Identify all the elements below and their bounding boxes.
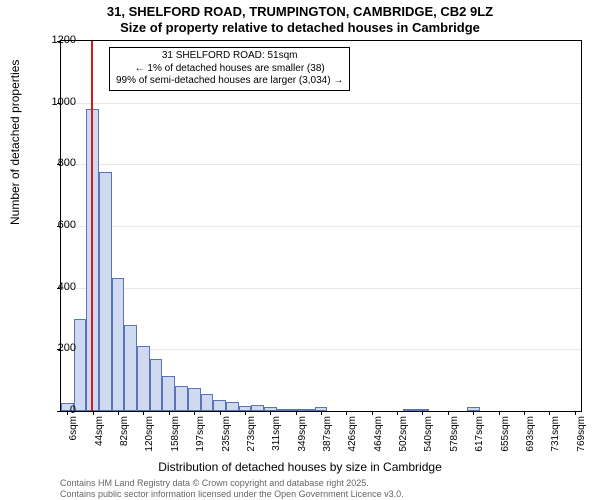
xtick-label: 617sqm [474,416,485,466]
histogram-bar [175,386,188,411]
xtick-label: 273sqm [246,416,257,466]
histogram-bar [74,319,87,412]
xtick-label: 311sqm [271,416,282,466]
xtick-label: 578sqm [449,416,460,466]
xtick-mark [422,411,423,415]
histogram-bar [137,346,150,411]
footer-line2: Contains public sector information licen… [60,489,404,499]
xtick-label: 464sqm [373,416,384,466]
xtick-label: 120sqm [144,416,155,466]
xtick-label: 502sqm [398,416,409,466]
xtick-mark [397,411,398,415]
histogram-bar [112,278,125,411]
xtick-label: 540sqm [423,416,434,466]
histogram-bar [302,409,315,411]
xtick-label: 6sqm [68,416,79,466]
gridline [61,226,581,227]
histogram-bar [162,376,175,411]
histogram-bar [226,402,239,411]
annotation-line1: 31 SHELFORD ROAD: 51sqm [116,50,343,63]
xtick-label: 387sqm [322,416,333,466]
gridline [61,288,581,289]
xtick-mark [67,411,68,415]
chart-title-main: 31, SHELFORD ROAD, TRUMPINGTON, CAMBRIDG… [0,4,600,19]
marker-line [91,41,93,411]
histogram-bar [124,325,137,411]
histogram-bar [213,400,226,411]
xtick-mark [321,411,322,415]
xtick-label: 426sqm [347,416,358,466]
chart-container: 31, SHELFORD ROAD, TRUMPINGTON, CAMBRIDG… [0,0,600,500]
xtick-mark [499,411,500,415]
xtick-label: 349sqm [297,416,308,466]
xtick-mark [93,411,94,415]
xtick-label: 82sqm [119,416,130,466]
histogram-bar [150,359,163,411]
xtick-mark [143,411,144,415]
xtick-mark [220,411,221,415]
xtick-mark [448,411,449,415]
xtick-mark [118,411,119,415]
y-axis-label: Number of detached properties [8,60,22,225]
gridline [61,103,581,104]
xtick-label: 693sqm [525,416,536,466]
xtick-mark [245,411,246,415]
xtick-label: 655sqm [500,416,511,466]
xtick-mark [372,411,373,415]
histogram-bar [99,172,112,411]
xtick-mark [169,411,170,415]
xtick-mark [270,411,271,415]
histogram-bar [403,409,416,411]
annotation-line3: 99% of semi-detached houses are larger (… [116,75,343,88]
xtick-label: 235sqm [221,416,232,466]
histogram-bar [251,405,264,411]
xtick-mark [194,411,195,415]
xtick-mark [575,411,576,415]
xtick-mark [524,411,525,415]
xtick-label: 197sqm [195,416,206,466]
ytick-label: 1000 [52,96,76,108]
ytick-label: 1200 [52,34,76,46]
ytick-label: 0 [70,404,76,416]
xtick-label: 158sqm [170,416,181,466]
footer-line1: Contains HM Land Registry data © Crown c… [60,478,369,488]
xtick-mark [346,411,347,415]
xtick-mark [549,411,550,415]
plot-area: 31 SHELFORD ROAD: 51sqm ← 1% of detached… [60,40,582,412]
ytick-mark [57,411,61,412]
xtick-mark [473,411,474,415]
histogram-bar [277,409,290,411]
gridline [61,164,581,165]
xtick-mark [296,411,297,415]
xtick-label: 44sqm [94,416,105,466]
ytick-label: 200 [58,342,76,354]
xtick-label: 769sqm [576,416,587,466]
ytick-label: 600 [58,219,76,231]
ytick-label: 400 [58,281,76,293]
histogram-bar [188,388,201,411]
xtick-label: 731sqm [550,416,561,466]
histogram-bar [201,394,214,411]
chart-title-sub: Size of property relative to detached ho… [0,20,600,35]
ytick-label: 800 [58,157,76,169]
annotation-box: 31 SHELFORD ROAD: 51sqm ← 1% of detached… [109,47,350,91]
annotation-line2: ← 1% of detached houses are smaller (38) [116,63,343,76]
